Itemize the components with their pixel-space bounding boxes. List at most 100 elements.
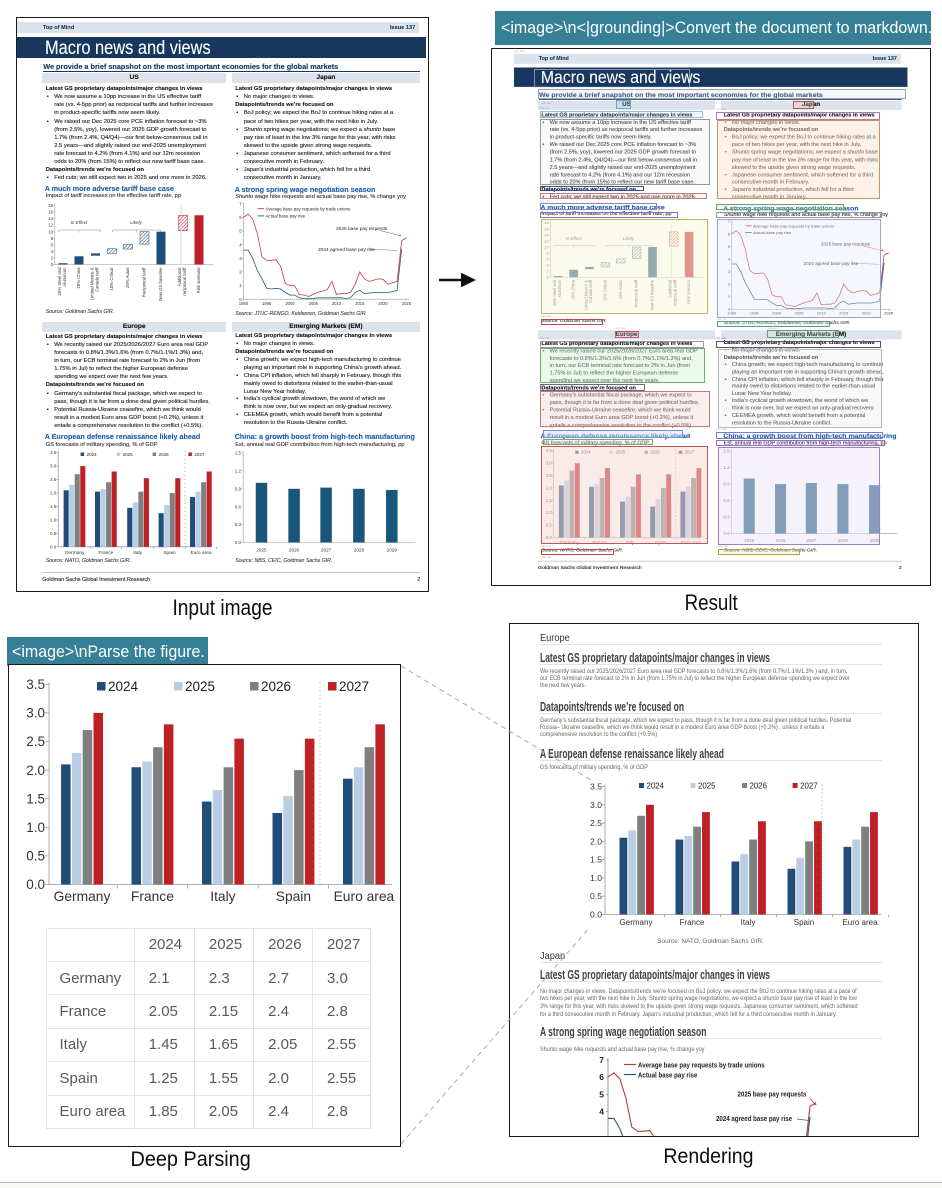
svg-text:2026: 2026 bbox=[289, 548, 300, 553]
svg-text:6: 6 bbox=[51, 243, 54, 248]
svg-text:2: 2 bbox=[727, 281, 730, 286]
svg-text:2025: 2025 bbox=[402, 301, 412, 306]
svg-text:2.0: 2.0 bbox=[26, 763, 45, 778]
svg-text:Italy: Italy bbox=[210, 889, 235, 904]
svg-text:7: 7 bbox=[599, 1055, 604, 1065]
svg-text:5: 5 bbox=[727, 244, 730, 249]
svg-text:0.5: 0.5 bbox=[590, 891, 602, 901]
svg-text:3.5: 3.5 bbox=[50, 450, 57, 455]
svg-text:France: France bbox=[131, 889, 174, 904]
svg-text:1990: 1990 bbox=[239, 301, 249, 306]
svg-text:6: 6 bbox=[599, 1072, 604, 1082]
svg-text:Italy: Italy bbox=[133, 550, 142, 556]
svg-text:3.0: 3.0 bbox=[50, 464, 57, 469]
svg-text:0.0: 0.0 bbox=[26, 877, 45, 892]
svg-text:0: 0 bbox=[239, 297, 242, 302]
svg-text:25% China: 25% China bbox=[76, 267, 81, 289]
svg-text:2.5: 2.5 bbox=[26, 734, 45, 749]
svg-text:6: 6 bbox=[727, 231, 730, 236]
svg-text:18: 18 bbox=[48, 203, 53, 208]
svg-text:Risk scenario: Risk scenario bbox=[196, 267, 201, 293]
svg-text:Euro area: Euro area bbox=[334, 889, 395, 904]
svg-text:1.2: 1.2 bbox=[235, 469, 242, 474]
svg-text:2024 agreed base pay rise: 2024 agreed base pay rise bbox=[803, 261, 858, 266]
svg-text:2.5: 2.5 bbox=[50, 477, 57, 482]
svg-text:3.0: 3.0 bbox=[26, 706, 45, 721]
svg-text:Germany: Germany bbox=[54, 889, 111, 904]
svg-text:5: 5 bbox=[599, 1089, 604, 1099]
svg-text:2026: 2026 bbox=[750, 781, 768, 790]
svg-text:2024: 2024 bbox=[87, 452, 98, 457]
svg-text:2027: 2027 bbox=[339, 679, 369, 694]
svg-text:0.0: 0.0 bbox=[235, 540, 242, 545]
svg-text:2015: 2015 bbox=[355, 301, 365, 306]
svg-text:Average base pay requests by t: Average base pay requests by trade union… bbox=[266, 206, 351, 211]
svg-text:Reciprocal tariff: Reciprocal tariff bbox=[142, 267, 147, 298]
svg-text:2000: 2000 bbox=[772, 310, 782, 315]
svg-text:2: 2 bbox=[239, 270, 242, 275]
svg-text:2010: 2010 bbox=[332, 301, 342, 306]
svg-text:2.5: 2.5 bbox=[590, 818, 602, 828]
svg-text:2: 2 bbox=[51, 256, 54, 261]
svg-text:2015: 2015 bbox=[839, 310, 849, 315]
svg-text:2025 base pay requests: 2025 base pay requests bbox=[336, 226, 388, 232]
svg-text:2025 base pay requests: 2025 base pay requests bbox=[821, 241, 871, 246]
svg-text:2020: 2020 bbox=[861, 310, 871, 315]
svg-text:16: 16 bbox=[48, 210, 53, 215]
svg-text:8: 8 bbox=[51, 236, 54, 241]
svg-text:10: 10 bbox=[48, 229, 53, 234]
svg-text:0.5: 0.5 bbox=[26, 849, 45, 864]
svg-text:Likely: Likely bbox=[130, 220, 142, 225]
svg-text:2000: 2000 bbox=[286, 301, 296, 306]
svg-text:Average base pay requests by t: Average base pay requests by trade union… bbox=[638, 1062, 765, 1070]
svg-text:10% Critical: 10% Critical bbox=[109, 268, 114, 291]
svg-text:Spain: Spain bbox=[276, 889, 311, 904]
svg-text:Actual base pay rise: Actual base pay rise bbox=[638, 1072, 698, 1080]
svg-text:25% Steel and: 25% Steel and bbox=[57, 267, 62, 296]
svg-text:12: 12 bbox=[48, 223, 53, 228]
svg-text:2024: 2024 bbox=[647, 781, 665, 790]
svg-text:1.5: 1.5 bbox=[235, 451, 242, 456]
svg-text:2026: 2026 bbox=[261, 679, 291, 694]
svg-text:3: 3 bbox=[239, 256, 242, 261]
svg-text:2024 agreed base pay rise: 2024 agreed base pay rise bbox=[716, 1116, 792, 1124]
svg-text:3: 3 bbox=[727, 269, 730, 274]
svg-text:1990: 1990 bbox=[727, 310, 737, 315]
svg-text:14: 14 bbox=[48, 216, 53, 221]
svg-text:Canada tariff: Canada tariff bbox=[94, 267, 99, 292]
svg-text:Italy: Italy bbox=[741, 918, 756, 927]
svg-text:25% Autos: 25% Autos bbox=[125, 268, 130, 289]
svg-text:2027: 2027 bbox=[800, 781, 818, 790]
svg-text:1.5: 1.5 bbox=[50, 504, 57, 509]
svg-text:0.5: 0.5 bbox=[50, 531, 57, 536]
svg-text:5: 5 bbox=[239, 229, 242, 234]
svg-text:2025: 2025 bbox=[123, 452, 134, 457]
svg-text:2025: 2025 bbox=[884, 310, 894, 315]
svg-text:7: 7 bbox=[239, 202, 242, 207]
svg-text:0.3: 0.3 bbox=[235, 522, 242, 527]
svg-text:Aluminum: Aluminum bbox=[62, 267, 67, 287]
svg-text:4: 4 bbox=[599, 1107, 604, 1117]
svg-text:Euro area: Euro area bbox=[842, 918, 878, 927]
svg-text:2010: 2010 bbox=[817, 310, 827, 315]
svg-text:3.5: 3.5 bbox=[590, 782, 602, 792]
svg-text:Average base pay requests by t: Average base pay requests by trade union… bbox=[753, 223, 834, 228]
svg-text:0: 0 bbox=[51, 262, 54, 267]
svg-text:2027: 2027 bbox=[195, 452, 206, 457]
svg-text:1995: 1995 bbox=[749, 310, 759, 315]
svg-text:France: France bbox=[99, 550, 114, 556]
svg-text:France: France bbox=[680, 918, 705, 927]
svg-text:0: 0 bbox=[727, 306, 730, 311]
svg-text:0.0: 0.0 bbox=[50, 545, 57, 550]
svg-text:Germany: Germany bbox=[65, 550, 85, 556]
svg-text:2028: 2028 bbox=[354, 548, 365, 553]
svg-text:1.0: 1.0 bbox=[50, 518, 57, 523]
svg-text:reciprocal tariff: reciprocal tariff bbox=[182, 267, 187, 296]
svg-text:Limited Mexico &: Limited Mexico & bbox=[89, 268, 94, 301]
svg-text:Additional: Additional bbox=[177, 268, 182, 287]
svg-text:1.5: 1.5 bbox=[26, 791, 45, 806]
svg-text:2005: 2005 bbox=[309, 301, 319, 306]
svg-text:2.0: 2.0 bbox=[50, 491, 57, 496]
svg-text:3.0: 3.0 bbox=[590, 800, 602, 810]
svg-text:2.0: 2.0 bbox=[590, 836, 602, 846]
